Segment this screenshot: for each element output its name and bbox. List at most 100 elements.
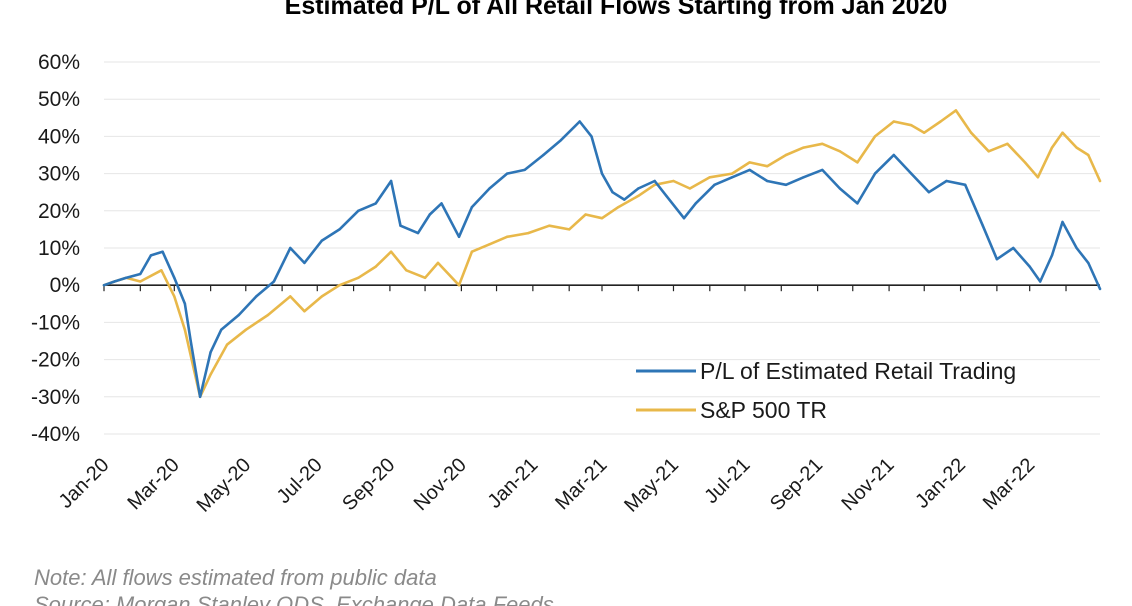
sp500-tr-point: [1087, 153, 1090, 157]
sp500-tr-point: [821, 142, 824, 145]
retail-pl-point: [209, 351, 212, 354]
x-tick-label: May-20: [193, 454, 256, 517]
retail-pl-point: [139, 272, 142, 276]
retail-pl-point: [220, 328, 223, 331]
sp500-tr-point: [873, 135, 877, 138]
sp500-tr-point: [653, 183, 656, 186]
retail-pl-point: [784, 183, 788, 186]
retail-pl-point: [428, 213, 431, 216]
sp500-tr-point: [225, 343, 229, 346]
y-axis-tick-labels: 60% 50% 40% 30% 20% 10% 0% -10% -20% -30% -40%: [31, 51, 80, 446]
retail-pl-point: [713, 183, 716, 186]
retail-pl-point: [623, 198, 626, 201]
retail-pl-point: [964, 183, 967, 186]
sp500-tr-line: [102, 109, 1102, 399]
sp500-tr-point: [766, 165, 769, 168]
series-retail: [102, 120, 1102, 399]
x-tick-label: Sep-21: [766, 454, 827, 515]
retail-pl-point: [338, 228, 341, 231]
sp500-tr-point: [338, 284, 341, 287]
sp500-tr-point: [1075, 146, 1078, 149]
sp500-tr-point: [505, 235, 509, 238]
x-axis-tick-marks: [103, 285, 1067, 292]
retail-pl-point: [665, 194, 668, 198]
retail-pl-point: [102, 284, 106, 287]
sp500-tr-point: [436, 261, 440, 265]
sp500-tr-point: [1006, 142, 1009, 145]
retail-pl-point: [113, 280, 116, 283]
retail-pl-point: [611, 191, 614, 194]
x-tick-label: Jan-20: [55, 454, 114, 513]
retail-pl-point: [149, 254, 153, 257]
y-tick-label: -30%: [31, 386, 80, 409]
sp500-tr-point: [289, 295, 292, 298]
retail-pl-point: [399, 224, 402, 227]
y-tick-label: 60%: [38, 51, 80, 74]
sp500-tr-point: [405, 269, 408, 272]
retail-pl-point: [320, 239, 324, 242]
series-sp500: [102, 109, 1102, 399]
retail-pl-point: [457, 235, 461, 238]
retail-pl-point: [161, 250, 164, 253]
x-tick-label: Jan-21: [484, 454, 543, 513]
retail-pl-point: [125, 276, 128, 279]
retail-pl-point: [488, 187, 491, 190]
retail-pl-point: [559, 138, 563, 142]
sp500-tr-point: [244, 328, 247, 331]
chart-title: Estimated P/L of All Retail Flows Starti…: [285, 0, 948, 20]
sp500-tr-point: [183, 328, 187, 331]
retail-pl-point: [1028, 265, 1031, 268]
retail-pl-point: [694, 202, 697, 205]
sp500-tr-point: [584, 213, 587, 216]
retail-pl-point: [945, 179, 948, 183]
retail-pl-point: [927, 191, 931, 194]
sp500-tr-point: [423, 276, 427, 279]
retail-pl-point: [183, 302, 187, 305]
x-tick-label: Mar-21: [551, 454, 611, 514]
gridlines: [104, 61, 1100, 435]
sp500-tr-point: [954, 109, 958, 112]
x-tick-label: Jul-21: [700, 454, 754, 508]
sp500-tr-point: [672, 179, 675, 183]
y-tick-label: 10%: [38, 237, 80, 260]
retail-pl-point: [523, 168, 526, 172]
x-tick-label: May-21: [620, 454, 683, 517]
sp500-tr-point: [357, 276, 360, 279]
x-tick-label: Mar-22: [979, 454, 1039, 514]
retail-pl-point: [374, 202, 377, 205]
y-tick-label: 20%: [38, 200, 80, 223]
y-tick-label: -20%: [31, 349, 80, 372]
sp500-tr-point: [730, 172, 734, 175]
retail-pl-point: [682, 217, 686, 220]
sp500-tr-point: [303, 310, 306, 313]
retail-pl-point: [590, 135, 593, 138]
retail-pl-point: [873, 172, 877, 175]
y-tick-label: 30%: [38, 163, 80, 186]
retail-pl-point: [237, 313, 240, 317]
sp500-tr-point: [856, 161, 859, 164]
retail-pl-point: [173, 276, 176, 279]
sp500-tr-point: [708, 176, 711, 179]
sp500-tr-point: [320, 295, 324, 298]
retail-pl-point: [730, 176, 734, 179]
sp500-tr-point: [139, 280, 142, 283]
sp500-tr-point: [1050, 146, 1054, 149]
x-tick-label: Nov-21: [837, 454, 898, 515]
retail-pl-point: [838, 187, 842, 190]
sp500-tr-point: [160, 269, 163, 272]
retail-pl-point: [748, 168, 751, 172]
retail-pl-point: [766, 179, 769, 183]
retail-pl-point: [440, 202, 443, 205]
retail-pl-point: [1039, 280, 1042, 283]
sp500-tr-point: [784, 153, 788, 157]
chart-note: Note: All flows estimated from public da…: [34, 565, 437, 590]
sp500-tr-point: [987, 150, 990, 153]
retail-pl-point: [578, 120, 581, 123]
retail-pl-point: [470, 205, 474, 209]
legend-label-sp500: S&P 500 TR: [700, 397, 827, 423]
y-tick-label: -40%: [31, 423, 80, 446]
sp500-tr-point: [748, 161, 751, 164]
x-tick-label: Sep-20: [338, 454, 399, 515]
